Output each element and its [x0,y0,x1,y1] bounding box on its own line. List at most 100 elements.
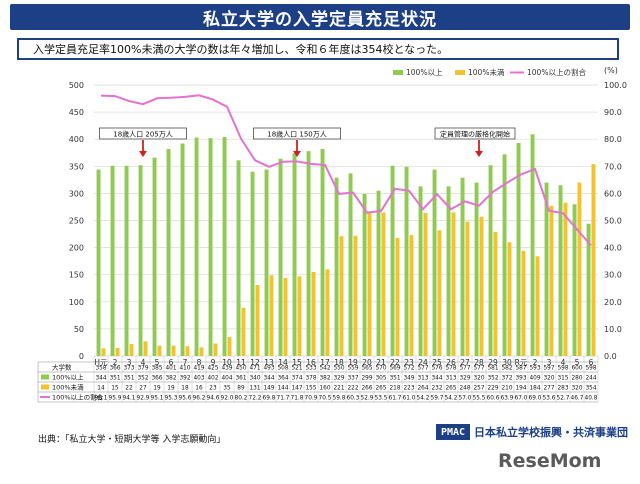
table-cell: 23 [209,386,217,392]
y-tick-label: 300 [69,189,84,198]
bar-over-100 [376,190,381,356]
page-title: 私立大学の入学定員充足状況 [203,9,437,30]
table-cell: 155 [305,386,316,392]
bar-over-100 [432,169,437,356]
table-cell: 19 [153,386,161,392]
annotation-box [99,127,187,140]
bar-over-100 [166,148,171,356]
y-tick-label: 450 [69,108,84,117]
table-cell: 70.9 [305,396,318,402]
table-cell: 366 [151,376,162,382]
bar-under-100 [367,211,372,356]
table-cell: 542 [319,366,330,372]
title-bar: 私立大学の入学定員充足状況 [10,4,630,30]
bar-under-100 [185,346,190,356]
table-cell: 27 [139,386,147,392]
table-legend-key [41,384,49,390]
bar-over-100 [194,137,199,356]
table-cell: 352 [487,376,498,382]
table-cell: 344 [95,376,106,382]
bar-over-100 [264,169,269,356]
bar-over-100 [110,165,115,356]
subtitle-box: 入学定員充足率100%未満の大学の数は年々増加し、令和６年度は354校となった。 [17,38,619,60]
annotation-box [253,127,341,140]
bar-over-100 [474,182,479,356]
x-tick-label: 12 [250,358,260,367]
table-cell: 61.0 [403,396,416,402]
table-cell: 419 [193,366,204,372]
table-cell: 244 [585,376,596,382]
table-cell: 577 [417,366,428,372]
table-cell: 265 [445,386,456,392]
bar-under-100 [339,236,344,356]
bar-under-100 [437,230,442,356]
y-tick-label: 50 [74,325,84,334]
table-cell: 194 [515,386,526,392]
table-cell: 572 [403,366,414,372]
table-cell: 450 [235,366,246,372]
org-mark: PMAC 日本私立学校振興・共済事業団 [436,424,628,440]
table-cell: 578 [445,366,456,372]
bar-under-100 [423,212,428,356]
x-tick-label: 20 [362,358,372,367]
table-cell: 61.7 [389,396,402,402]
subtitle: 入学定員充足率100%未満の大学の数は年々増加し、令和６年度は354校となった。 [33,43,449,56]
table-cell: 257 [473,386,484,392]
bar-over-100 [516,142,521,356]
bar-over-100 [292,153,297,356]
y-tick-label: 150 [69,271,84,280]
bar-under-100 [493,231,498,356]
bar-under-100 [213,343,218,356]
bar-under-100 [171,345,176,356]
bar-over-100 [502,154,507,356]
table-cell: 15 [111,386,119,392]
table-cell: 581 [487,366,498,372]
bar-under-100 [591,164,596,356]
x-tick-label: 24 [418,358,428,367]
table-cell: 471 [249,366,260,372]
table-cell: 352 [137,376,148,382]
bar-under-100 [227,337,232,356]
x-tick-label: R元 [515,358,528,367]
bar-over-100 [320,148,325,356]
table-row-label: 100%以上の割合 [52,393,104,402]
bar-over-100 [222,137,227,356]
table-cell: 508 [277,366,288,372]
table-cell: 582 [501,366,512,372]
table-cell: 229 [487,386,498,392]
table-cell: 94.1 [123,396,136,402]
bar-over-100 [586,223,591,356]
bar-under-100 [577,182,582,356]
table-cell: 67.0 [515,396,528,402]
bar-under-100 [409,235,414,356]
bar-over-100 [572,204,577,356]
x-tick-label: 19 [348,358,358,367]
bar-over-100 [152,157,157,356]
x-tick-label: 6 [589,358,594,367]
x-tick-label: 25 [432,358,442,367]
source-note: 出典：「私立大学・短期大学等 入学志願動向」 [38,435,226,445]
table-cell: 96.1 [95,396,108,402]
y2-tick-label: 20.0 [604,298,622,307]
table-cell: 55.5 [473,396,486,402]
y2-tick-label: 40.0 [604,244,622,253]
x-tick-label: 4 [141,358,146,367]
x-tick-label: 21 [376,358,386,367]
table-cell: 382 [319,376,330,382]
table-cell: 493 [263,366,274,372]
bar-under-100 [143,341,148,356]
table-cell: 149 [263,386,274,392]
table-cell: 89 [237,386,245,392]
table-cell: 378 [305,376,316,382]
y2-tick-label: 80.0 [604,135,622,144]
table-cell: 364 [277,376,288,382]
bar-under-100 [157,345,162,356]
bar-under-100 [395,237,400,356]
table-cell: 53.6 [543,396,556,402]
y2-tick-label: 30.0 [604,271,622,280]
table-cell: 35 [223,386,231,392]
table-cell: 385 [151,366,162,372]
table-cell: 351 [389,376,400,382]
bar-over-100 [362,193,367,356]
bar-under-100 [311,271,316,356]
